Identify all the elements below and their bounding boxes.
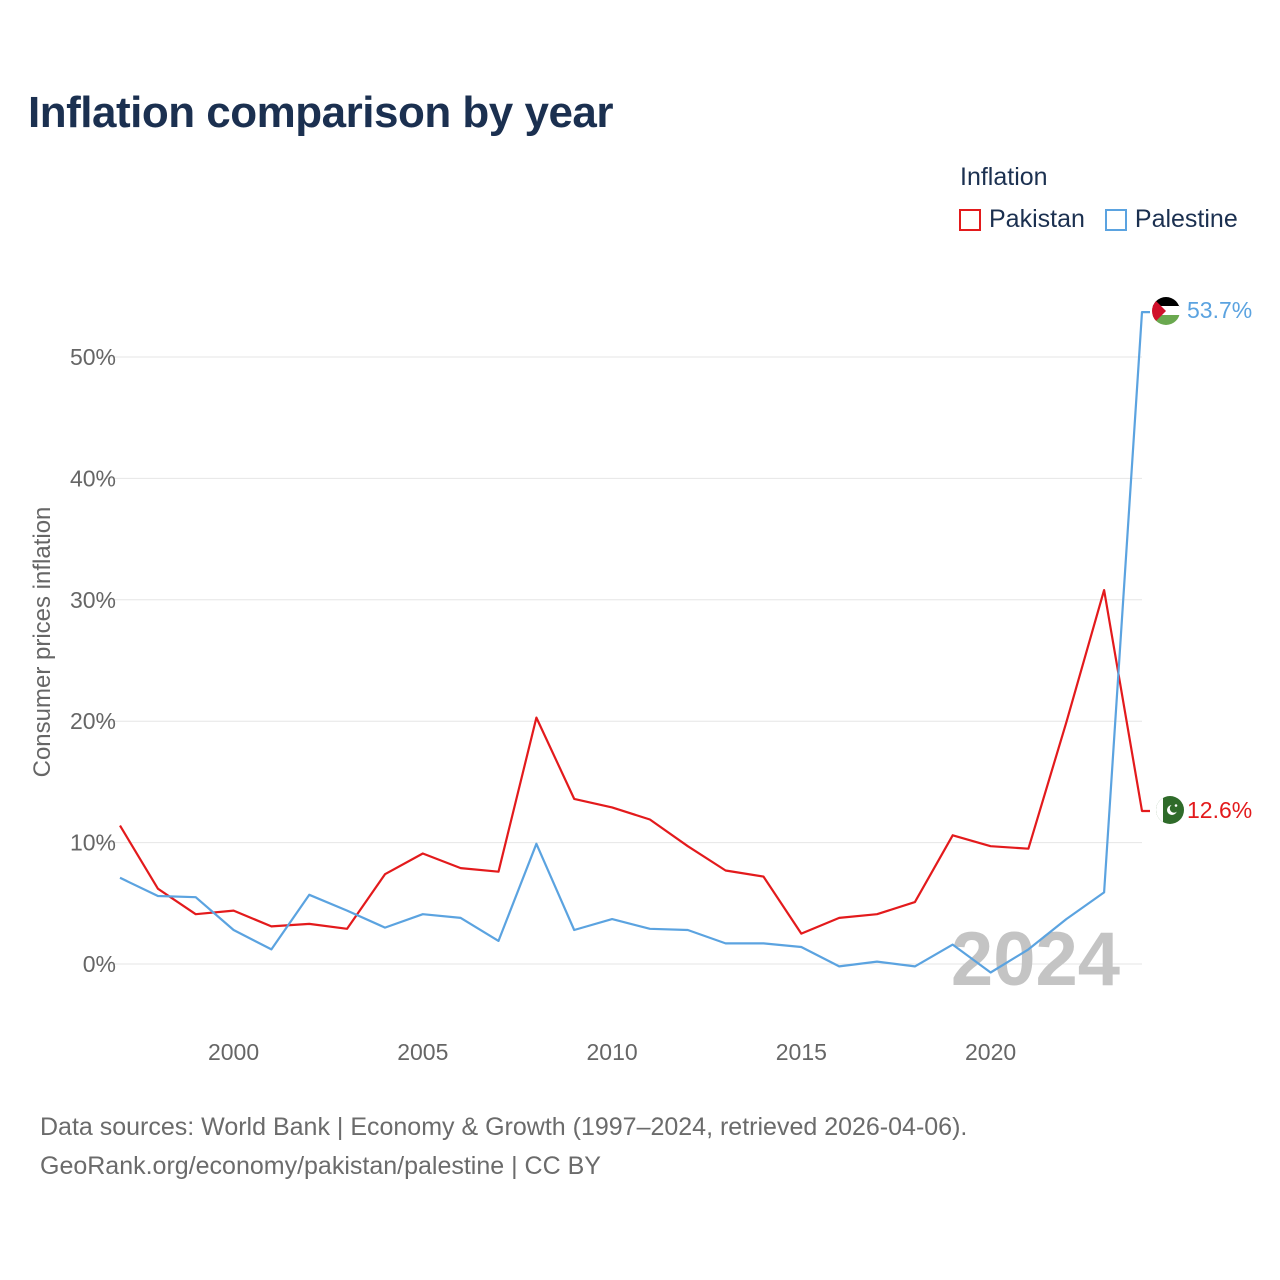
chart-title: Inflation comparison by year [28, 88, 614, 137]
legend: Pakistan Palestine [959, 205, 1258, 234]
series-line-palestine [119, 311, 1150, 974]
end-label-pakistan: 12.6% [1187, 797, 1252, 823]
grid-lines [100, 356, 1142, 965]
y-axis-label: Consumer prices inflation [29, 507, 56, 778]
source-url[interactable]: GeoRank.org/economy/pakistan/palestine |… [40, 1152, 601, 1180]
year-watermark: 2024 [951, 917, 1120, 1002]
x-tick-label: 2015 [776, 1039, 827, 1065]
x-tick-label: 2010 [586, 1039, 637, 1065]
x-tick-label: 2005 [397, 1039, 448, 1065]
legend-item-pakistan[interactable]: Pakistan [959, 205, 1085, 234]
x-tick-label: 2000 [208, 1039, 259, 1065]
palestine-flag-icon [1152, 297, 1180, 325]
end-label-palestine: 53.7% [1187, 297, 1252, 323]
y-tick-label: 10% [70, 830, 116, 856]
y-tick-label: 0% [83, 951, 116, 977]
legend-item-palestine[interactable]: Palestine [1104, 205, 1238, 234]
pakistan-flag-icon [1156, 796, 1184, 824]
legend-swatch-pakistan [959, 208, 981, 231]
series-line-pakistan [119, 589, 1150, 935]
y-axis: 0% 10% 20% 30% 40% 50% [70, 344, 116, 977]
legend-label-palestine: Palestine [1134, 205, 1238, 233]
x-axis: 2000 2005 2010 2015 2020 [208, 1039, 1016, 1065]
y-tick-label: 50% [70, 344, 116, 370]
data-source-note: Data sources: World Bank | Economy & Gro… [40, 1113, 968, 1141]
series-lines [119, 311, 1150, 974]
footer: Data sources: World Bank | Economy & Gro… [40, 1108, 967, 1186]
y-tick-label: 20% [70, 708, 116, 734]
x-tick-label: 2020 [965, 1039, 1016, 1065]
y-tick-label: 40% [70, 465, 116, 491]
legend-title: Inflation [960, 163, 1048, 191]
legend-label-pakistan: Pakistan [989, 205, 1085, 233]
legend-swatch-palestine [1104, 208, 1127, 231]
y-tick-label: 30% [70, 587, 116, 613]
